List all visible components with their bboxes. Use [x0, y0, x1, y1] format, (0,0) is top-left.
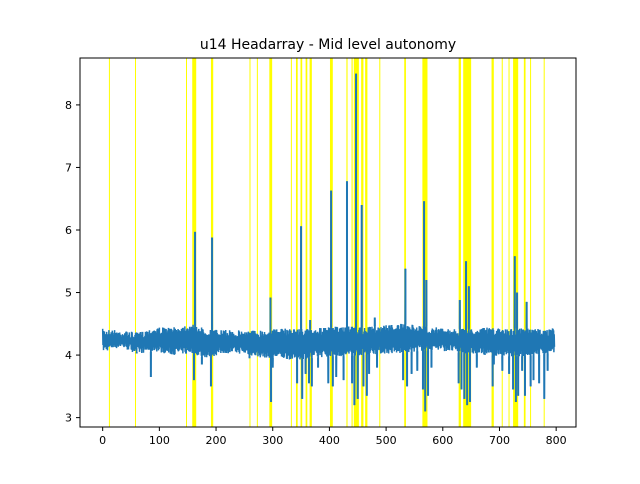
highlight-region-19	[379, 58, 381, 427]
highlight-region-28	[523, 58, 526, 427]
y-tick-label: 8	[65, 99, 72, 112]
highlight-region-30	[543, 58, 545, 427]
highlight-region-5	[249, 58, 251, 427]
highlight-region-22	[458, 58, 461, 427]
highlight-region-26	[508, 58, 510, 427]
y-tick-label: 3	[65, 412, 72, 425]
highlight-region-29	[530, 58, 532, 427]
chart-title: u14 Headarray - Mid level autonomy	[200, 37, 456, 53]
highlight-region-2	[186, 58, 187, 427]
x-axis: 0 100 200 300 400 500 600 700 800	[99, 427, 567, 447]
x-tick-label: 100	[149, 434, 170, 447]
highlight-region-25	[501, 58, 503, 427]
highlight-region-15	[351, 58, 353, 427]
y-axis: 3 4 5 6 7 8	[65, 99, 80, 425]
highlight-region-0	[108, 58, 110, 427]
highlight-region-20	[404, 58, 406, 427]
highlight-region-7	[269, 58, 273, 427]
highlight-region-11	[305, 58, 308, 427]
highlight-region-18	[365, 58, 368, 427]
highlight-region-12	[309, 58, 312, 427]
highlight-region-8	[290, 58, 292, 427]
y-tick-label: 4	[65, 349, 72, 362]
series-line	[101, 73, 556, 412]
highlight-region-23	[463, 58, 472, 427]
y-tick-label: 5	[65, 287, 72, 300]
series-layer	[101, 73, 556, 412]
plot-frame	[79, 57, 577, 428]
x-tick-label: 400	[319, 434, 340, 447]
x-tick-label: 300	[262, 434, 283, 447]
highlight-region-1	[134, 58, 136, 427]
x-tick-label: 0	[99, 434, 106, 447]
highlight-region-9	[295, 58, 298, 427]
x-tick-label: 600	[432, 434, 453, 447]
highlight-region-27	[513, 58, 519, 427]
y-tick-label: 7	[65, 161, 72, 174]
y-tick-label: 6	[65, 224, 72, 237]
highlight-region-24	[491, 58, 494, 427]
x-tick-label: 500	[376, 434, 397, 447]
highlight-region-6	[256, 58, 258, 427]
x-tick-label: 700	[489, 434, 510, 447]
x-tick-label: 800	[546, 434, 567, 447]
x-tick-label: 200	[206, 434, 227, 447]
